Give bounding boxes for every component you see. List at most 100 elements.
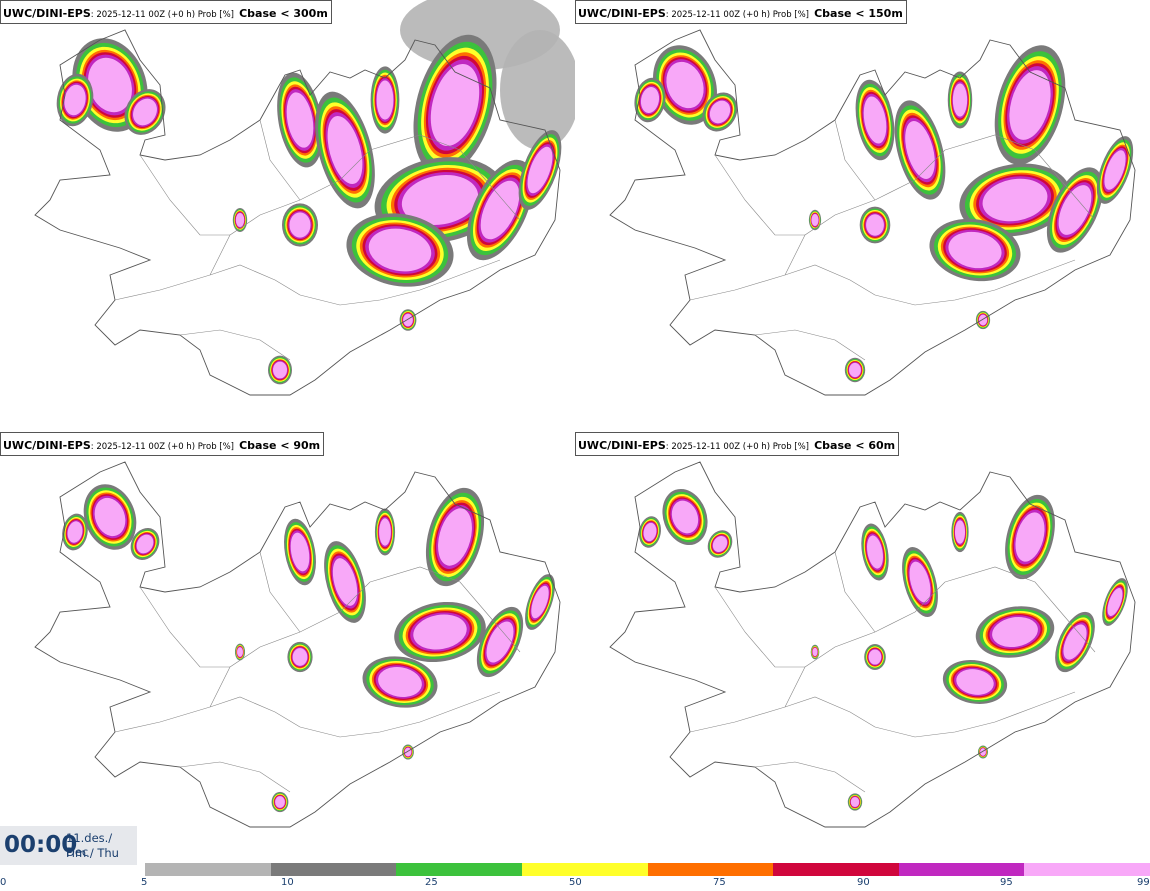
coastline xyxy=(34,461,561,828)
probability-area xyxy=(956,669,994,695)
probability-area xyxy=(1104,150,1126,190)
probability-area xyxy=(292,648,308,666)
road xyxy=(944,566,1096,653)
probability-area xyxy=(327,115,363,185)
legend-swatch xyxy=(270,863,397,876)
legend-swatch xyxy=(145,863,271,876)
road xyxy=(259,119,301,201)
road xyxy=(299,691,501,738)
road xyxy=(114,696,301,733)
road xyxy=(754,329,866,361)
panel-title: UWC/DINI-EPS: 2025-12-11 00Z (+0 h) Prob… xyxy=(575,432,900,456)
probability-area xyxy=(273,361,287,379)
probability-area xyxy=(866,214,884,236)
road xyxy=(179,761,291,793)
color-legend xyxy=(145,863,1150,876)
probability-area xyxy=(235,213,245,227)
legend-swatch xyxy=(647,863,774,876)
valid-time-box: 00:00 11.des./ Dec Fim./ Thu xyxy=(0,826,137,865)
probability-area xyxy=(289,212,311,238)
probability-area xyxy=(666,61,704,109)
probability-area xyxy=(486,621,514,663)
probability-area xyxy=(812,647,818,657)
probability-area xyxy=(430,64,480,146)
probability-area xyxy=(1058,185,1092,235)
probability-area xyxy=(403,313,413,327)
road xyxy=(114,264,301,301)
probability-area xyxy=(290,532,310,572)
legend-tick: 75 xyxy=(713,877,726,888)
legend-swatch xyxy=(773,863,899,876)
legend-swatch xyxy=(396,863,522,876)
road xyxy=(209,149,371,276)
map-panel-90m: UWC/DINI-EPS: 2025-12-11 00Z (+0 h) Prob… xyxy=(0,432,575,862)
legend-tick: 10 xyxy=(281,877,294,888)
legend-tick: 0 xyxy=(0,877,7,888)
road xyxy=(834,119,876,201)
map-svg xyxy=(609,461,1136,828)
probability-area xyxy=(712,535,728,553)
probability-area xyxy=(863,96,887,144)
map-svg xyxy=(34,0,575,396)
road xyxy=(139,586,230,668)
road xyxy=(689,696,876,733)
probability-area xyxy=(1107,588,1123,616)
road xyxy=(139,154,230,236)
probability-area xyxy=(413,614,467,650)
coastline xyxy=(34,29,561,396)
map-panel-60m: UWC/DINI-EPS: 2025-12-11 00Z (+0 h) Prob… xyxy=(575,432,1150,862)
probability-area xyxy=(88,57,132,113)
valid-hour: 00:00 xyxy=(4,832,78,858)
probability-area xyxy=(643,522,657,542)
probability-area xyxy=(1009,70,1051,140)
panel-title: UWC/DINI-EPS: 2025-12-11 00Z (+0 h) Prob… xyxy=(0,0,332,24)
probability-area xyxy=(952,83,968,117)
legend-swatch xyxy=(1024,863,1150,876)
road xyxy=(874,259,1076,306)
probability-area xyxy=(867,535,883,569)
map-panel-150m: UWC/DINI-EPS: 2025-12-11 00Z (+0 h) Prob… xyxy=(575,0,1150,430)
legend-swatch xyxy=(898,863,1025,876)
map-svg xyxy=(34,461,561,828)
legend-tick: 95 xyxy=(1000,877,1013,888)
probability-area xyxy=(909,561,931,603)
road xyxy=(209,581,371,708)
road xyxy=(944,134,1096,221)
road xyxy=(714,586,805,668)
probability-area xyxy=(404,747,412,757)
road xyxy=(369,134,521,221)
legend-tick: 99 xyxy=(1137,877,1150,888)
probability-area xyxy=(237,647,243,657)
road xyxy=(369,566,521,653)
legend-tick: 5 xyxy=(141,877,148,888)
probability-area xyxy=(286,92,314,148)
panel-title: UWC/DINI-EPS: 2025-12-11 00Z (+0 h) Prob… xyxy=(575,0,907,24)
probability-area xyxy=(133,98,157,126)
legend-tick: 90 xyxy=(857,877,870,888)
probability-area xyxy=(401,174,479,226)
probability-area xyxy=(527,146,553,194)
probability-area xyxy=(368,228,432,272)
probability-area xyxy=(868,649,882,665)
probability-area xyxy=(438,508,472,566)
low-probability-area xyxy=(500,30,575,150)
road xyxy=(784,149,946,276)
probability-area xyxy=(640,87,660,113)
road xyxy=(299,259,501,306)
probability-area xyxy=(671,500,699,534)
map-svg xyxy=(609,29,1136,396)
road xyxy=(754,761,866,793)
road xyxy=(834,551,876,633)
probability-area xyxy=(378,667,422,697)
legend-tick: 25 xyxy=(425,877,438,888)
probability-area xyxy=(954,520,966,544)
legend-tick: 50 xyxy=(569,877,582,888)
probability-area xyxy=(275,796,285,808)
probability-area xyxy=(982,178,1048,222)
probability-area xyxy=(531,585,549,619)
probability-area xyxy=(709,100,731,124)
probability-area xyxy=(849,362,861,378)
probability-area xyxy=(811,214,819,226)
probability-area xyxy=(850,796,860,808)
probability-area xyxy=(64,84,86,116)
